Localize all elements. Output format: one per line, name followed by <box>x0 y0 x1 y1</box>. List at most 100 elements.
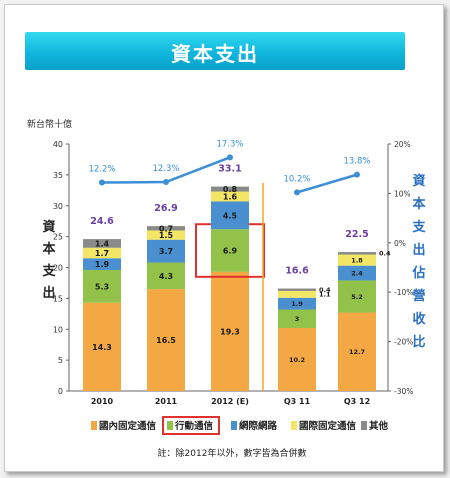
y2-axis-title-char: 本 <box>412 196 425 212</box>
bar-segment-mobile <box>147 262 185 290</box>
bar-value-label: 1.6 <box>223 192 238 201</box>
bar-value-label: 6.9 <box>223 247 238 256</box>
bar-total-label: 16.6 <box>285 265 309 276</box>
y-tick-label: 20 <box>53 264 63 273</box>
bar-segment-other <box>211 186 249 192</box>
page-title: 資本支出 <box>171 42 259 66</box>
x-tick-label: 2011 <box>155 397 178 406</box>
bar-segment-domestic-fixed <box>278 328 316 391</box>
x-tick-label: 2010 <box>91 397 114 406</box>
bar-segment-intl-fixed <box>211 191 249 202</box>
y-axis-title-char: 支 <box>41 263 56 279</box>
bar-segment-mobile <box>278 309 316 329</box>
ratio-label: 12.2% <box>88 165 115 175</box>
bar-segment-other <box>338 252 376 255</box>
bar-value-label: 0.4 <box>319 286 331 294</box>
title-banner: 資本支出 <box>25 32 405 70</box>
legend-label-network: 網際網路 <box>239 420 278 432</box>
bar-segment-intl-fixed <box>278 290 316 298</box>
y-tick-label: 35 <box>53 171 63 180</box>
y-tick-label: 15 <box>53 294 63 303</box>
bar-value-label: 12.7 <box>349 348 365 356</box>
bar-segment-intl-fixed <box>338 254 376 266</box>
y-tick-label: 5 <box>58 356 63 365</box>
legend-label-mobile: 行動通信 <box>174 420 214 432</box>
legend-highlight-box <box>162 416 220 435</box>
bar-segment-mobile <box>211 229 249 272</box>
bar-segment-network <box>147 239 185 263</box>
bar-segment-other <box>83 239 121 248</box>
bar-segment-network <box>338 265 376 281</box>
bar-segment-mobile <box>338 280 376 313</box>
legend-swatch-mobile <box>167 421 173 430</box>
ratio-point <box>163 179 169 186</box>
bar-value-label: 1.9 <box>95 260 110 269</box>
bar-total-label: 24.6 <box>90 216 114 227</box>
ratio-point <box>227 154 233 161</box>
bar-segment-domestic-fixed <box>338 312 376 391</box>
y-tick-label: 10 <box>53 325 63 334</box>
bar-segment-domestic-fixed <box>211 271 249 391</box>
y2-tick-label: 20% <box>394 140 411 149</box>
legend-swatch-intl-fixed <box>291 421 297 430</box>
bar-value-label: 5.3 <box>95 282 109 291</box>
bar-value-label: 0.8 <box>223 185 238 194</box>
x-tick-label: 2012 (E) <box>211 397 249 406</box>
legend-label-intl-fixed: 國際固定通信 <box>299 420 357 432</box>
bar-segment-network <box>83 258 121 270</box>
y2-tick-label: 0% <box>394 239 406 248</box>
y-tick-label: 40 <box>53 140 63 149</box>
y2-tick-label: -10% <box>394 288 413 297</box>
bar-segment-domestic-fixed <box>147 289 185 391</box>
legend-swatch-network <box>231 421 237 430</box>
bar-value-label: 4.5 <box>223 211 238 220</box>
bar-segment-intl-fixed <box>147 230 185 240</box>
y2-axis-title-char: 資 <box>412 173 425 189</box>
y2-axis-title-char: 營 <box>412 288 425 304</box>
ratio-line-quarterly <box>296 173 358 194</box>
bar-total-label: 22.5 <box>345 229 368 240</box>
bar-value-label: 5.2 <box>351 293 363 301</box>
bar-segment-intl-fixed <box>83 247 121 259</box>
footnote: 註：除2012年以外，數字皆為合併數 <box>158 447 307 459</box>
bar-value-label: 3 <box>295 315 300 323</box>
y-tick-label: 30 <box>53 202 63 211</box>
y2-tick-label: -20% <box>394 338 413 347</box>
y-axis-title-char: 本 <box>42 241 55 257</box>
y2-axis-title-char: 收 <box>412 311 426 327</box>
chart-frame: 資本支出 新台幣十億 0 5 10 15 20 25 30 35 40 -30% -20% -10% 0%… <box>4 4 444 472</box>
ratio-label: 13.8% <box>343 157 370 167</box>
bar-segment-network <box>278 297 316 310</box>
bar-total-label: 33.1 <box>218 164 241 175</box>
bar-value-label: 14.3 <box>92 343 112 352</box>
bar-value-label: 4.3 <box>159 272 173 281</box>
bar-value-label: 10.2 <box>289 356 305 364</box>
ratio-label: 12.3% <box>152 164 179 174</box>
bar-value-label: 16.5 <box>156 336 176 345</box>
bar-value-label: 19.3 <box>220 327 240 336</box>
legend-swatch-domestic-fixed <box>91 421 97 430</box>
legend-swatch-other <box>361 421 367 430</box>
y2-axis-title-char: 支 <box>411 219 426 235</box>
ratio-label: 17.3% <box>216 139 243 149</box>
y-axis-title-char: 資 <box>42 219 55 235</box>
bar-value-label: 1.9 <box>291 300 303 308</box>
x-tick-label: Q3 11 <box>284 397 311 406</box>
bar-value-label: 1.4 <box>95 239 110 248</box>
x-tick-label: Q3 12 <box>344 397 370 406</box>
ratio-label: 10.2% <box>283 174 310 184</box>
y2-tick-label: -30% <box>394 387 413 396</box>
bar-value-label: 1.1 <box>319 291 331 299</box>
capex-chart: 新台幣十億 0 5 10 15 20 25 30 35 40 -30% -20% -10% 0% 10% 20… <box>27 118 426 459</box>
legend-label-domestic-fixed: 國內固定通信 <box>99 420 157 432</box>
bar-total-label: 26.9 <box>154 203 177 214</box>
y-tick-label: 25 <box>53 233 63 242</box>
y2-axis-title-char: 出 <box>412 242 425 258</box>
bar-value-label: 1.5 <box>159 231 174 240</box>
bar-value-label: 2.4 <box>351 269 363 277</box>
ratio-point <box>294 189 300 196</box>
y2-axis-title-char: 佔 <box>411 265 425 281</box>
y2-axis-title-char: 比 <box>412 334 425 350</box>
y2-tick-label: 10% <box>394 189 411 198</box>
bar-segment-domestic-fixed <box>83 302 121 391</box>
